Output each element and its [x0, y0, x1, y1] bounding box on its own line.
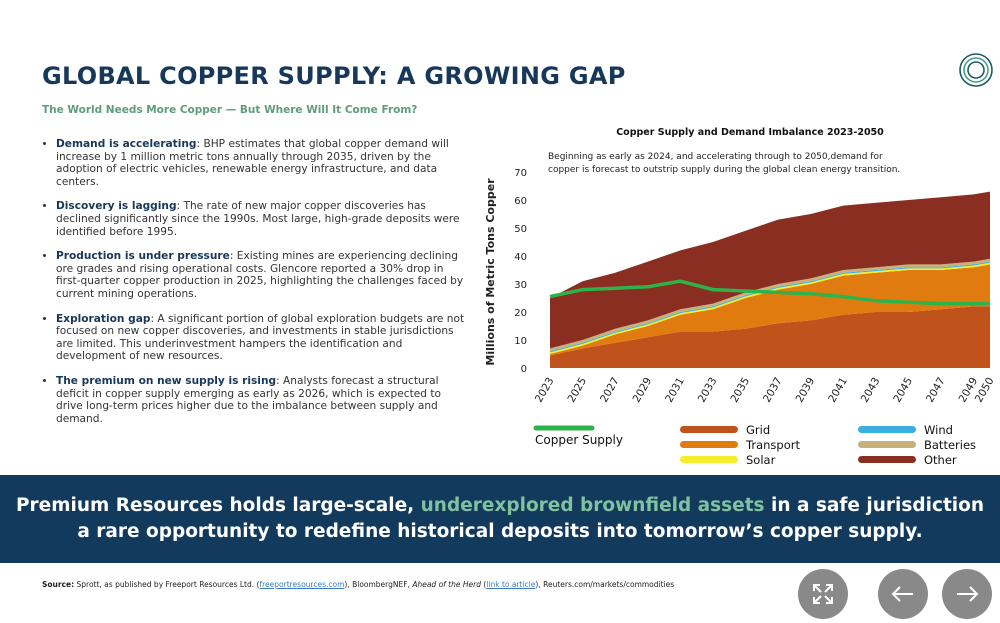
- bullet: Exploration gap: A significant portion o…: [56, 313, 468, 363]
- x-tick-label: 2041: [826, 376, 850, 405]
- area: [550, 306, 990, 368]
- annotation: Beginning as early as 2024, and accelera…: [548, 152, 883, 162]
- source-label: Source:: [42, 580, 75, 589]
- area: [550, 191, 990, 349]
- x-tick-label: 2043: [859, 376, 883, 405]
- prev-button[interactable]: [878, 569, 928, 619]
- next-button[interactable]: [942, 569, 992, 619]
- source-text: Ahead of the Herd: [412, 580, 481, 589]
- x-tick-label: 2031: [663, 376, 687, 405]
- x-tick-label: 2037: [761, 376, 785, 405]
- legend-label: Grid: [746, 423, 770, 437]
- y-tick-label: 30: [514, 280, 527, 291]
- legend-swatch: [680, 456, 738, 463]
- x-tick-label: 2029: [631, 376, 655, 405]
- legend-label: Transport: [745, 438, 800, 452]
- bullet-lead: Discovery is lagging: [56, 200, 177, 213]
- bullet-text: : Analysts forecast a structural deficit…: [56, 374, 442, 425]
- bullet: Discovery is lagging: The rate of new ma…: [56, 200, 468, 238]
- source-text: ), BloombergNEF,: [344, 580, 413, 589]
- x-tick-label: 2047: [924, 376, 948, 405]
- chart: Copper Supply and Demand Imbalance 2023-…: [484, 53, 997, 467]
- legend-label: Batteries: [924, 438, 976, 452]
- legend-swatch: [858, 426, 916, 433]
- y-tick-label: 0: [521, 364, 527, 375]
- bullet: Demand is accelerating: BHP estimates th…: [56, 138, 468, 188]
- banner-text: in a safe jurisdiction: [764, 495, 985, 516]
- x-tick-label: 2023: [533, 376, 557, 405]
- bullet-lead: Exploration gap: [56, 312, 151, 325]
- legend-label: Copper Supply: [535, 433, 623, 447]
- source-text: Sprott, as published by Freeport Resourc…: [74, 580, 260, 589]
- x-tick-label: 2039: [794, 376, 818, 405]
- y-tick-label: 20: [514, 308, 527, 319]
- bullet: Production is under pressure: Existing m…: [56, 250, 468, 300]
- y-tick-label: 70: [514, 168, 527, 179]
- banner-text: a rare opportunity to redefine historica…: [77, 521, 923, 542]
- bullet-text: : Existing mines are experiencing declin…: [56, 250, 464, 300]
- chart-title: Copper Supply and Demand Imbalance 2023-…: [616, 127, 884, 138]
- y-tick-label: 60: [514, 196, 527, 207]
- bullet-lead: The premium on new supply is rising: [56, 374, 277, 387]
- annotation: copper is forecast to outstrip supply du…: [548, 165, 900, 175]
- x-tick-label: 2027: [598, 376, 622, 405]
- legend-swatch: [680, 441, 738, 448]
- link[interactable]: link to article: [486, 580, 536, 589]
- y-tick-label: 50: [514, 224, 527, 235]
- bullet-lead: Production is under pressure: [56, 250, 230, 263]
- legend-label: Wind: [924, 423, 953, 437]
- legend-swatch: [858, 441, 916, 448]
- source-text: ), Reuters.com/markets/commodities: [535, 580, 675, 589]
- bullet-text: : The rate of new major copper discoveri…: [56, 200, 460, 238]
- bullet-text: : A significant portion of global explor…: [56, 312, 465, 363]
- source: Source: Sprott, as published by Freeport…: [42, 580, 674, 589]
- x-tick-label: 2033: [696, 376, 720, 405]
- supply-line: [549, 279, 990, 306]
- title: GLOBAL COPPER SUPPLY: A GROWING GAP: [42, 62, 626, 90]
- subtitle: The World Needs More Copper — But Where …: [42, 104, 418, 116]
- bullet-text: : BHP estimates that global copper deman…: [56, 138, 449, 188]
- banner: Premium Resources holds large-scale, und…: [0, 475, 1000, 563]
- banner-highlight: underexplored brownfield assets: [420, 495, 765, 516]
- area: [550, 264, 990, 356]
- x-tick-label: 2035: [728, 376, 752, 405]
- y-tick-label: 10: [514, 336, 527, 347]
- x-tick-label: 2045: [891, 376, 915, 405]
- legend-swatch: [858, 456, 916, 463]
- y-axis-label: Millions of Metric Tons Copper: [484, 178, 497, 366]
- logo: [959, 53, 993, 87]
- y-tick-label: 40: [514, 252, 527, 263]
- source-text: (: [480, 580, 487, 589]
- bullet-list: Demand is accelerating: BHP estimates th…: [40, 138, 468, 437]
- legend-swatch: [680, 426, 738, 433]
- legend-label: Other: [924, 453, 957, 467]
- bullet: The premium on new supply is rising: Ana…: [56, 375, 468, 425]
- banner-text: Premium Resources holds large-scale,: [15, 495, 421, 516]
- fullscreen-button[interactable]: [798, 569, 848, 619]
- legend-label: Solar: [746, 453, 776, 467]
- bullet-lead: Demand is accelerating: [56, 138, 197, 150]
- link[interactable]: freeportresources.com: [259, 580, 345, 589]
- x-tick-label: 2025: [565, 376, 589, 405]
